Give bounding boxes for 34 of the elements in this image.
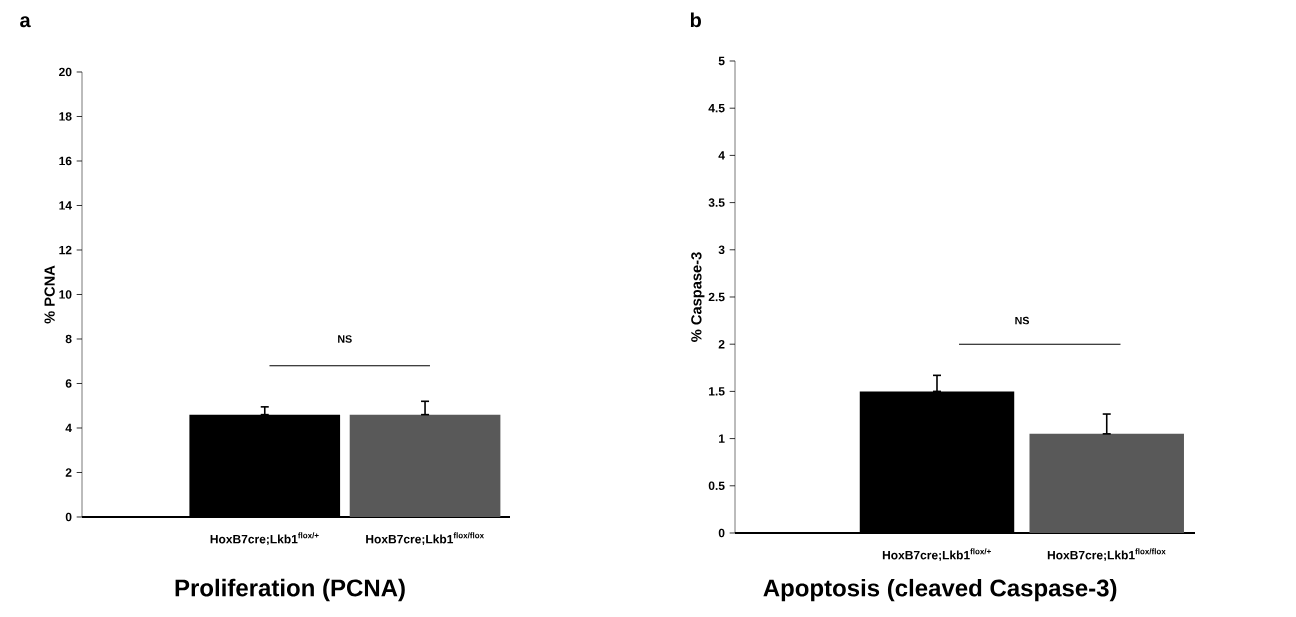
y-tick-label: 5 [718,56,725,66]
y-tick-label: 4 [718,151,725,160]
y-tick-label: 20 [59,67,72,77]
y-axis-title: % Caspase-3 [691,252,705,342]
y-tick-label: 4.5 [708,104,725,113]
y-tick-label: 2 [718,340,725,349]
x-tick-label: HoxB7cre;Lkb1$^{flox/+}$ [210,532,319,546]
y-tick-label: 2.5 [708,292,725,302]
y-tick-label: 18 [59,112,72,121]
y-tick-label: 2 [65,468,72,477]
x-tick-label: HoxB7cre;Lkb1$^{flox/flox}$ [366,532,485,546]
annotation: NS [1015,316,1030,325]
y-axis-title: % PCNA [44,265,55,324]
y-tick-label: 0.5 [708,481,725,491]
y-tick-label: 1.5 [709,387,725,396]
y-tick-label: 3.5 [708,198,725,207]
text: a [20,16,31,28]
x-tick-label: HoxB7cre;Lkb1$^{flox/+}$ [882,548,991,562]
y-tick-label: 16 [59,156,72,166]
y-tick-label: 3 [718,245,725,255]
y-tick-label: 12 [59,245,72,255]
y-tick-label: 4 [65,423,72,433]
y-tick-label: 6 [65,379,72,388]
x-tick-label: HoxB7cre;Lkb1$^{flox/flox}$ [1047,548,1166,562]
y-tick-label: 0 [65,512,72,522]
text: b [690,12,701,28]
y-tick-label: 1 [719,434,725,443]
text: Proliferation (PCNA) [175,578,405,602]
text: Apoptosis (cleaved Caspase-3) [763,578,1117,602]
annotation: NS [338,335,352,343]
y-tick-label: 0 [718,528,725,538]
y-tick-label: 10 [59,290,72,299]
y-tick-label: 8 [65,334,72,344]
y-tick-label: 14 [59,201,72,210]
